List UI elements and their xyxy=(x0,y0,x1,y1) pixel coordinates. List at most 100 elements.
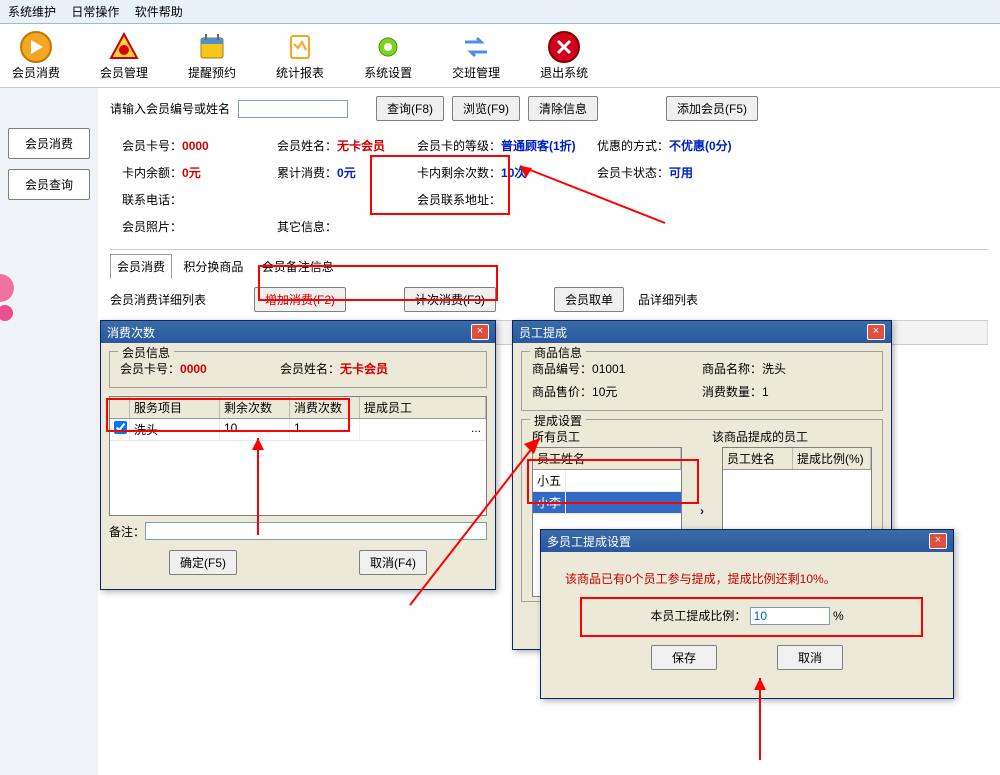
phone-label: 联系电话： xyxy=(122,191,182,208)
dlg1-ok-button[interactable]: 确定(F5) xyxy=(169,550,237,575)
dlg2-pid-lbl: 商品编号： xyxy=(532,362,592,376)
dlg3-ratio-lbl: 本员工提成比例： xyxy=(650,609,746,623)
other-label: 其它信息： xyxy=(277,218,337,235)
dlg2-right-title: 该商品提成的员工 xyxy=(712,428,808,445)
tool-label: 会员管理 xyxy=(100,64,148,81)
search-input[interactable] xyxy=(238,100,348,118)
dlg3-title: 多员工提成设置 xyxy=(547,533,631,550)
clear-button[interactable]: 清除信息 xyxy=(528,96,598,121)
dlg2-left-title: 所有员工 xyxy=(532,428,682,445)
gear-icon xyxy=(371,30,405,64)
dlg1-service: 洗头 xyxy=(130,419,220,440)
tab-remark[interactable]: 会员备注信息 xyxy=(255,254,341,279)
tool-label: 交班管理 xyxy=(452,64,500,81)
dlg3-pct: % xyxy=(833,609,844,623)
browse-button[interactable]: 浏览(F9) xyxy=(452,96,520,121)
member-order-button[interactable]: 会员取单 xyxy=(554,287,624,312)
status-label: 会员卡状态： xyxy=(597,164,669,181)
dlg3-cancel-button[interactable]: 取消 xyxy=(777,645,843,670)
name-value: 无卡会员 xyxy=(337,137,385,154)
tool-remind[interactable]: 提醒预约 xyxy=(188,30,236,81)
report-icon xyxy=(283,30,317,64)
tool-setting[interactable]: 系统设置 xyxy=(364,30,412,81)
dlg3-close-icon[interactable]: × xyxy=(929,533,947,549)
detail-label: 会员消费详细列表 xyxy=(110,291,206,308)
dlg1-name-lbl: 会员姓名： xyxy=(280,362,340,376)
sidebar: 会员消费 会员查询 xyxy=(0,88,98,775)
dlg2-right-col1: 员工姓名 xyxy=(723,448,793,469)
remain-label: 卡内剩余次数： xyxy=(417,164,501,181)
dlg1-consume: 1 xyxy=(290,419,360,440)
dlg1-row-check[interactable] xyxy=(114,421,127,434)
dlg1-cancel-button[interactable]: 取消(F4) xyxy=(359,550,427,575)
dlg1-title: 消费次数 xyxy=(107,324,155,341)
consume-count-dialog: 消费次数× 会员信息 会员卡号：0000 会员姓名：无卡会员 服务项目 剩余次数… xyxy=(100,320,496,590)
total-value: 0元 xyxy=(337,164,356,181)
dlg2-pname-lbl: 商品名称： xyxy=(702,362,762,376)
product-detail-label: 品详细列表 xyxy=(638,291,698,308)
tool-consume[interactable]: 会员消费 xyxy=(12,30,60,81)
tab-points[interactable]: 积分换商品 xyxy=(176,254,250,279)
remain-value: 10次 xyxy=(501,164,526,181)
menu-daily[interactable]: 日常操作 xyxy=(71,5,119,19)
dlg2-qty: 1 xyxy=(762,385,769,399)
emp-row[interactable]: 小五 xyxy=(533,470,681,492)
tool-report[interactable]: 统计报表 xyxy=(276,30,324,81)
tool-shift[interactable]: 交班管理 xyxy=(452,30,500,81)
close-icon xyxy=(547,30,581,64)
tool-label: 系统设置 xyxy=(364,64,412,81)
dlg2-title: 员工提成 xyxy=(519,324,567,341)
tool-exit[interactable]: 退出系统 xyxy=(540,30,588,81)
balance-label: 卡内余额： xyxy=(122,164,182,181)
level-label: 会员卡的等级： xyxy=(417,137,501,154)
dlg1-emp-picker[interactable]: ... xyxy=(360,419,486,440)
status-value: 可用 xyxy=(669,164,693,181)
dlg3-save-button[interactable]: 保存 xyxy=(651,645,717,670)
tab-consume[interactable]: 会员消费 xyxy=(110,254,172,279)
tool-label: 会员消费 xyxy=(12,64,60,81)
query-button[interactable]: 查询(F8) xyxy=(376,96,444,121)
dlg2-left-col1: 员工姓名 xyxy=(533,448,681,469)
tool-label: 退出系统 xyxy=(540,64,588,81)
dlg2-pname: 洗头 xyxy=(762,362,786,376)
dlg1-card-lbl: 会员卡号： xyxy=(120,362,180,376)
dlg3-msg: 该商品已有0个员工参与提成，提成比例还剩10%。 xyxy=(565,570,929,587)
side-consume[interactable]: 会员消费 xyxy=(8,128,90,159)
dlg2-price: 10元 xyxy=(592,385,617,399)
total-label: 累计消费： xyxy=(277,164,337,181)
toolbar: 会员消费 会员管理 提醒预约 统计报表 系统设置 交班管理 退出系统 xyxy=(0,24,1000,88)
play-icon xyxy=(19,30,53,64)
count-consume-button[interactable]: 计次消费(F3) xyxy=(404,287,496,312)
search-label: 请输入会员编号或姓名 xyxy=(110,100,230,117)
emp-row-selected[interactable]: 小李 xyxy=(533,492,681,514)
arrow-right-icon[interactable]: › xyxy=(700,504,704,518)
level-value: 普通顾客(1折) xyxy=(501,137,576,154)
dlg2-close-icon[interactable]: × xyxy=(867,324,885,340)
dlg1-remain: 10 xyxy=(220,419,290,440)
dlg1-close-icon[interactable]: × xyxy=(471,324,489,340)
menu-sys[interactable]: 系统维护 xyxy=(8,5,56,19)
dlg2-price-lbl: 商品售价： xyxy=(532,385,592,399)
add-consume-button[interactable]: 增加消费(F2) xyxy=(254,287,346,312)
tool-label: 统计报表 xyxy=(276,64,324,81)
person-icon xyxy=(107,30,141,64)
dlg1-remark-input[interactable] xyxy=(145,522,487,540)
tool-member[interactable]: 会员管理 xyxy=(100,30,148,81)
dlg2-right-col2: 提成比例(%) xyxy=(793,448,871,469)
addr-label: 会员联系地址： xyxy=(417,191,501,208)
menubar: 系统维护 日常操作 软件帮助 xyxy=(0,0,1000,24)
add-member-button[interactable]: 添加会员(F5) xyxy=(666,96,758,121)
tabs: 会员消费 积分换商品 会员备注信息 xyxy=(110,249,988,279)
dlg1-row[interactable]: 洗头 10 1 ... xyxy=(110,419,486,441)
dlg1-col1: 服务项目 xyxy=(130,397,220,418)
side-query[interactable]: 会员查询 xyxy=(8,169,90,200)
card-no-value: 0000 xyxy=(182,139,209,153)
balance-value: 0元 xyxy=(182,164,201,181)
menu-help[interactable]: 软件帮助 xyxy=(135,5,183,19)
dlg1-remark-lbl: 备注： xyxy=(109,523,145,540)
tool-label: 提醒预约 xyxy=(188,64,236,81)
dlg2-group1: 商品信息 xyxy=(530,344,586,361)
dlg2-qty-lbl: 消费数量： xyxy=(702,385,762,399)
card-no-label: 会员卡号： xyxy=(122,137,182,154)
dlg3-ratio-input[interactable] xyxy=(750,607,830,625)
